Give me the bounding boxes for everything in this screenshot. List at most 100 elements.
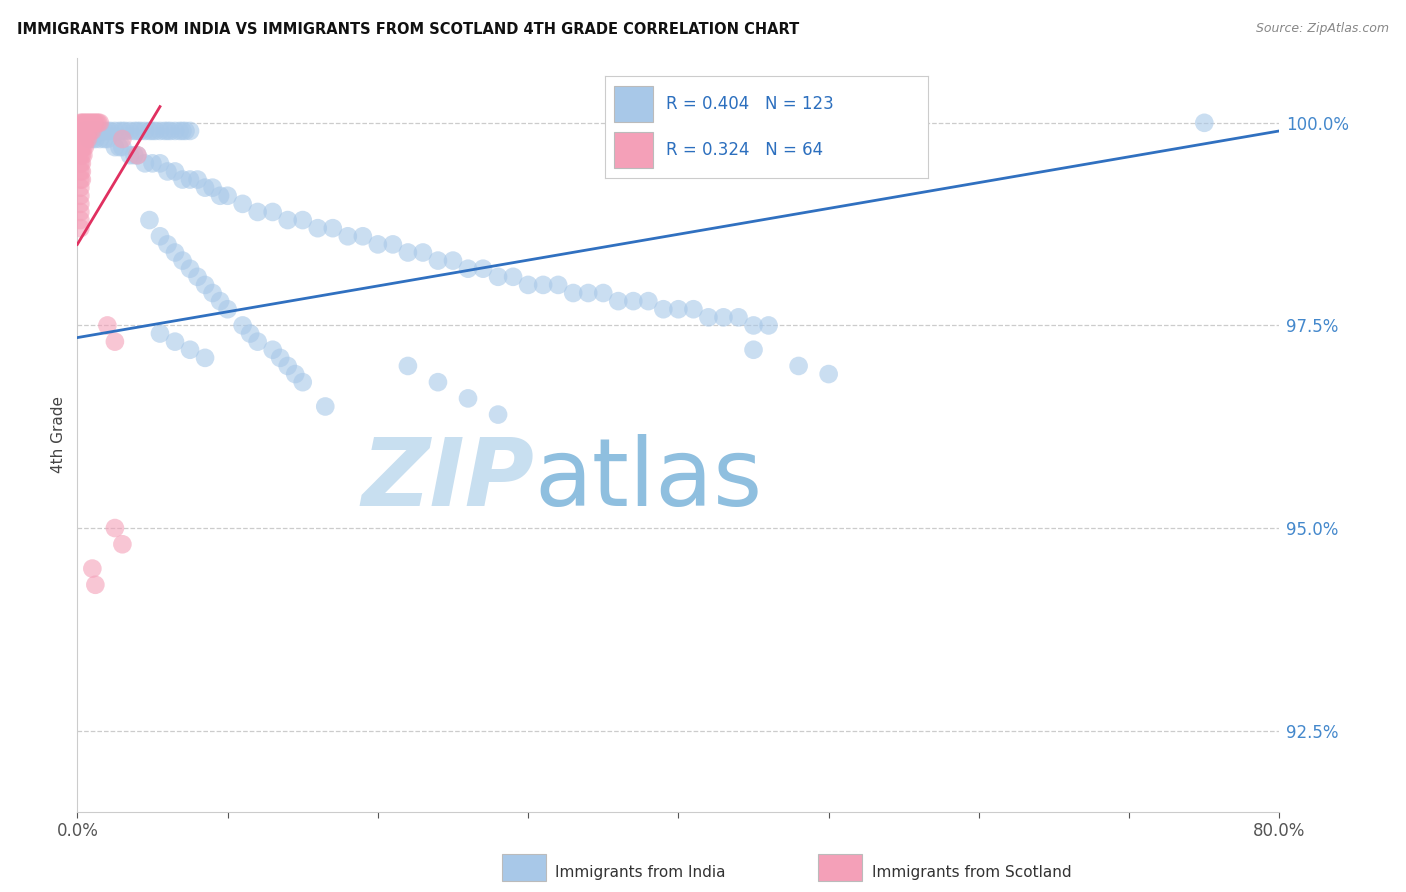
Point: [621, 294, 644, 309]
Point: [187, 269, 209, 284]
Y-axis label: 4th Grade: 4th Grade: [51, 396, 66, 474]
Point: [486, 408, 509, 422]
Bar: [818, 855, 862, 881]
Point: [69, 180, 91, 194]
Point: [108, 140, 131, 154]
Point: [412, 245, 434, 260]
Point: [70, 156, 93, 170]
Point: [174, 124, 197, 138]
Point: [291, 375, 314, 389]
Point: [787, 359, 810, 373]
Text: R = 0.404   N = 123: R = 0.404 N = 123: [666, 95, 834, 113]
Point: [104, 124, 127, 138]
Text: IMMIGRANTS FROM INDIA VS IMMIGRANTS FROM SCOTLAND 4TH GRADE CORRELATION CHART: IMMIGRANTS FROM INDIA VS IMMIGRANTS FROM…: [17, 22, 799, 37]
Text: Source: ZipAtlas.com: Source: ZipAtlas.com: [1256, 22, 1389, 36]
Point: [75, 116, 97, 130]
Point: [72, 124, 94, 138]
Point: [742, 318, 765, 333]
Point: [111, 124, 134, 138]
Point: [69, 164, 91, 178]
Point: [79, 124, 101, 138]
Point: [111, 537, 134, 551]
Text: R = 0.324   N = 64: R = 0.324 N = 64: [666, 141, 823, 159]
Point: [682, 302, 704, 317]
Text: Immigrants from Scotland: Immigrants from Scotland: [872, 865, 1071, 880]
Point: [70, 164, 93, 178]
Point: [668, 302, 690, 317]
Point: [72, 132, 94, 146]
Point: [194, 277, 217, 292]
Point: [427, 253, 450, 268]
Point: [96, 132, 118, 146]
Point: [69, 172, 91, 186]
Point: [637, 294, 659, 309]
Point: [138, 213, 160, 227]
Point: [1194, 116, 1216, 130]
Point: [87, 116, 110, 130]
Point: [179, 124, 201, 138]
Point: [70, 116, 93, 130]
Point: [73, 124, 96, 138]
Point: [713, 310, 735, 325]
Point: [104, 334, 127, 349]
Point: [84, 116, 107, 130]
Point: [457, 392, 479, 406]
Point: [367, 237, 389, 252]
Point: [727, 310, 749, 325]
Point: [73, 124, 96, 138]
Point: [89, 116, 111, 130]
Point: [75, 132, 97, 146]
Point: [179, 172, 201, 186]
Point: [69, 140, 91, 154]
Point: [127, 124, 149, 138]
Text: ZIP: ZIP: [361, 434, 534, 526]
Point: [83, 116, 105, 130]
Point: [547, 277, 569, 292]
Point: [73, 132, 96, 146]
Point: [472, 261, 495, 276]
Point: [79, 132, 101, 146]
Point: [108, 124, 131, 138]
Point: [82, 124, 104, 138]
Point: [73, 116, 96, 130]
Point: [69, 188, 91, 202]
Point: [758, 318, 780, 333]
Point: [69, 116, 91, 130]
Point: [153, 124, 176, 138]
Point: [457, 261, 479, 276]
Point: [697, 310, 720, 325]
Point: [70, 140, 93, 154]
Point: [232, 318, 254, 333]
Point: [291, 213, 314, 227]
Point: [441, 253, 464, 268]
Point: [124, 124, 146, 138]
Point: [169, 124, 191, 138]
Point: [70, 148, 93, 162]
Point: [69, 148, 91, 162]
Point: [82, 124, 104, 138]
Point: [118, 148, 141, 162]
Point: [239, 326, 262, 341]
Point: [163, 334, 186, 349]
Point: [742, 343, 765, 357]
Point: [576, 285, 599, 300]
Point: [562, 285, 585, 300]
Point: [104, 140, 127, 154]
Point: [75, 124, 97, 138]
Point: [217, 188, 239, 202]
Point: [134, 156, 156, 170]
Point: [72, 116, 94, 130]
Point: [149, 156, 172, 170]
Point: [159, 124, 181, 138]
Point: [217, 302, 239, 317]
Point: [72, 148, 94, 162]
Point: [149, 229, 172, 244]
Bar: [614, 87, 654, 122]
Point: [149, 124, 172, 138]
Point: [592, 285, 614, 300]
Point: [172, 172, 194, 186]
Point: [187, 172, 209, 186]
Point: [486, 269, 509, 284]
Point: [114, 124, 136, 138]
Point: [86, 116, 108, 130]
